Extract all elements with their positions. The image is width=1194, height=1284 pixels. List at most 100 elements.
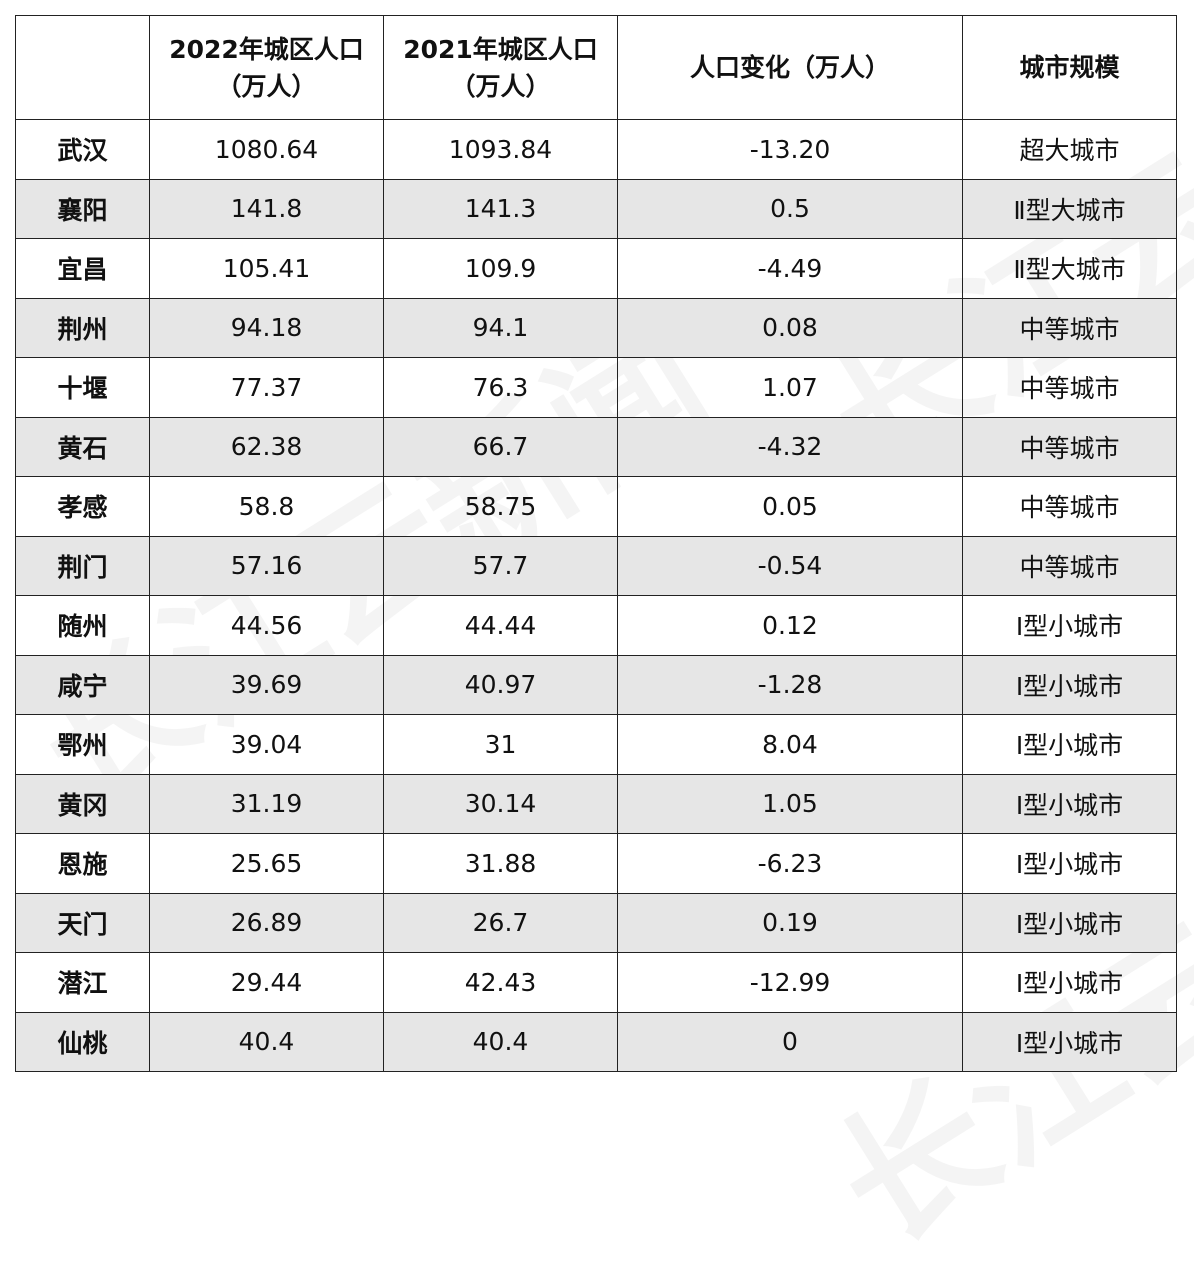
table-row: 襄阳 141.8 141.3 0.5 Ⅱ型大城市: [15, 178, 1177, 239]
table-row: 咸宁 39.69 40.97 -1.28 Ⅰ型小城市: [15, 654, 1177, 715]
table-row: 荆州 94.18 94.1 0.08 中等城市: [15, 297, 1177, 358]
population-change-cell: -6.23: [617, 833, 963, 894]
population-2021-cell: 44.44: [383, 595, 618, 656]
header-2021-population: 2021年城区人口 （万人）: [383, 15, 618, 120]
city-scale-cell: Ⅱ型大城市: [962, 178, 1177, 239]
population-2021-cell: 66.7: [383, 416, 618, 477]
city-name-cell: 潜江: [15, 952, 150, 1013]
population-change-cell: 0: [617, 1011, 963, 1072]
population-change-cell: 0.08: [617, 297, 963, 358]
population-2022-cell: 39.04: [149, 714, 384, 775]
population-2022-cell: 31.19: [149, 773, 384, 834]
population-change-cell: 1.07: [617, 357, 963, 418]
header-city: [15, 15, 150, 120]
city-name-cell: 天门: [15, 892, 150, 953]
city-name-cell: 宜昌: [15, 238, 150, 299]
population-change-cell: -0.54: [617, 535, 963, 596]
population-2021-cell: 30.14: [383, 773, 618, 834]
table-row: 随州 44.56 44.44 0.12 Ⅰ型小城市: [15, 595, 1177, 656]
city-name-cell: 孝感: [15, 476, 150, 537]
population-2022-cell: 40.4: [149, 1011, 384, 1072]
table-row: 潜江 29.44 42.43 -12.99 Ⅰ型小城市: [15, 952, 1177, 1013]
city-scale-cell: Ⅰ型小城市: [962, 952, 1177, 1013]
city-name-cell: 荆门: [15, 535, 150, 596]
city-name-cell: 仙桃: [15, 1011, 150, 1072]
city-scale-cell: Ⅰ型小城市: [962, 714, 1177, 775]
population-2022-cell: 141.8: [149, 178, 384, 239]
population-table-wrapper: 2022年城区人口 （万人） 2021年城区人口 （万人） 人口变化（万人） 城…: [15, 15, 1177, 1072]
city-name-cell: 十堰: [15, 357, 150, 418]
table-row: 鄂州 39.04 31 8.04 Ⅰ型小城市: [15, 714, 1177, 775]
population-2022-cell: 39.69: [149, 654, 384, 715]
population-change-cell: -4.49: [617, 238, 963, 299]
population-2021-cell: 76.3: [383, 357, 618, 418]
population-2022-cell: 29.44: [149, 952, 384, 1013]
population-2021-cell: 40.4: [383, 1011, 618, 1072]
header-2021-line1: 2021年城区人口: [403, 34, 598, 64]
city-scale-cell: 超大城市: [962, 119, 1177, 180]
population-change-cell: -4.32: [617, 416, 963, 477]
header-2022-population: 2022年城区人口 （万人）: [149, 15, 384, 120]
city-scale-cell: Ⅰ型小城市: [962, 773, 1177, 834]
table-body: 武汉 1080.64 1093.84 -13.20 超大城市 襄阳 141.8 141.3 0.…: [15, 119, 1177, 1072]
population-2022-cell: 26.89: [149, 892, 384, 953]
city-scale-cell: Ⅰ型小城市: [962, 892, 1177, 953]
population-table: 2022年城区人口 （万人） 2021年城区人口 （万人） 人口变化（万人） 城…: [15, 15, 1177, 1072]
table-row: 荆门 57.16 57.7 -0.54 中等城市: [15, 535, 1177, 596]
city-scale-cell: 中等城市: [962, 416, 1177, 477]
population-change-cell: -13.20: [617, 119, 963, 180]
city-name-cell: 随州: [15, 595, 150, 656]
population-2021-cell: 141.3: [383, 178, 618, 239]
city-scale-cell: 中等城市: [962, 297, 1177, 358]
city-name-cell: 黄冈: [15, 773, 150, 834]
city-name-cell: 武汉: [15, 119, 150, 180]
city-scale-cell: Ⅰ型小城市: [962, 654, 1177, 715]
city-name-cell: 黄石: [15, 416, 150, 477]
table-row: 黄冈 31.19 30.14 1.05 Ⅰ型小城市: [15, 773, 1177, 834]
city-scale-cell: 中等城市: [962, 476, 1177, 537]
population-2021-cell: 94.1: [383, 297, 618, 358]
population-change-cell: 0.19: [617, 892, 963, 953]
table-row: 恩施 25.65 31.88 -6.23 Ⅰ型小城市: [15, 833, 1177, 894]
population-2021-cell: 109.9: [383, 238, 618, 299]
population-2021-cell: 57.7: [383, 535, 618, 596]
city-name-cell: 荆州: [15, 297, 150, 358]
population-2022-cell: 94.18: [149, 297, 384, 358]
population-2022-cell: 57.16: [149, 535, 384, 596]
population-2021-cell: 58.75: [383, 476, 618, 537]
population-2021-cell: 31.88: [383, 833, 618, 894]
population-2022-cell: 44.56: [149, 595, 384, 656]
header-2022-line1: 2022年城区人口: [169, 34, 364, 64]
population-change-cell: 0.05: [617, 476, 963, 537]
header-city-scale: 城市规模: [962, 15, 1177, 120]
population-2022-cell: 58.8: [149, 476, 384, 537]
population-2021-cell: 40.97: [383, 654, 618, 715]
population-change-cell: 0.12: [617, 595, 963, 656]
table-row: 黄石 62.38 66.7 -4.32 中等城市: [15, 416, 1177, 477]
table-row: 仙桃 40.4 40.4 0 Ⅰ型小城市: [15, 1011, 1177, 1072]
city-scale-cell: Ⅰ型小城市: [962, 595, 1177, 656]
city-scale-cell: Ⅰ型小城市: [962, 1011, 1177, 1072]
header-row: 2022年城区人口 （万人） 2021年城区人口 （万人） 人口变化（万人） 城…: [15, 15, 1177, 120]
population-2022-cell: 1080.64: [149, 119, 384, 180]
population-2022-cell: 105.41: [149, 238, 384, 299]
table-row: 孝感 58.8 58.75 0.05 中等城市: [15, 476, 1177, 537]
population-2021-cell: 31: [383, 714, 618, 775]
table-row: 十堰 77.37 76.3 1.07 中等城市: [15, 357, 1177, 418]
population-change-cell: 1.05: [617, 773, 963, 834]
header-population-change: 人口变化（万人）: [617, 15, 963, 120]
city-name-cell: 鄂州: [15, 714, 150, 775]
population-change-cell: 0.5: [617, 178, 963, 239]
city-scale-cell: 中等城市: [962, 357, 1177, 418]
population-2021-cell: 42.43: [383, 952, 618, 1013]
header-2021-line2: （万人）: [450, 71, 551, 101]
population-2021-cell: 26.7: [383, 892, 618, 953]
city-name-cell: 襄阳: [15, 178, 150, 239]
city-name-cell: 咸宁: [15, 654, 150, 715]
table-row: 武汉 1080.64 1093.84 -13.20 超大城市: [15, 119, 1177, 180]
city-scale-cell: Ⅱ型大城市: [962, 238, 1177, 299]
city-scale-cell: Ⅰ型小城市: [962, 833, 1177, 894]
table-row: 天门 26.89 26.7 0.19 Ⅰ型小城市: [15, 892, 1177, 953]
population-change-cell: 8.04: [617, 714, 963, 775]
header-2022-line2: （万人）: [216, 71, 317, 101]
